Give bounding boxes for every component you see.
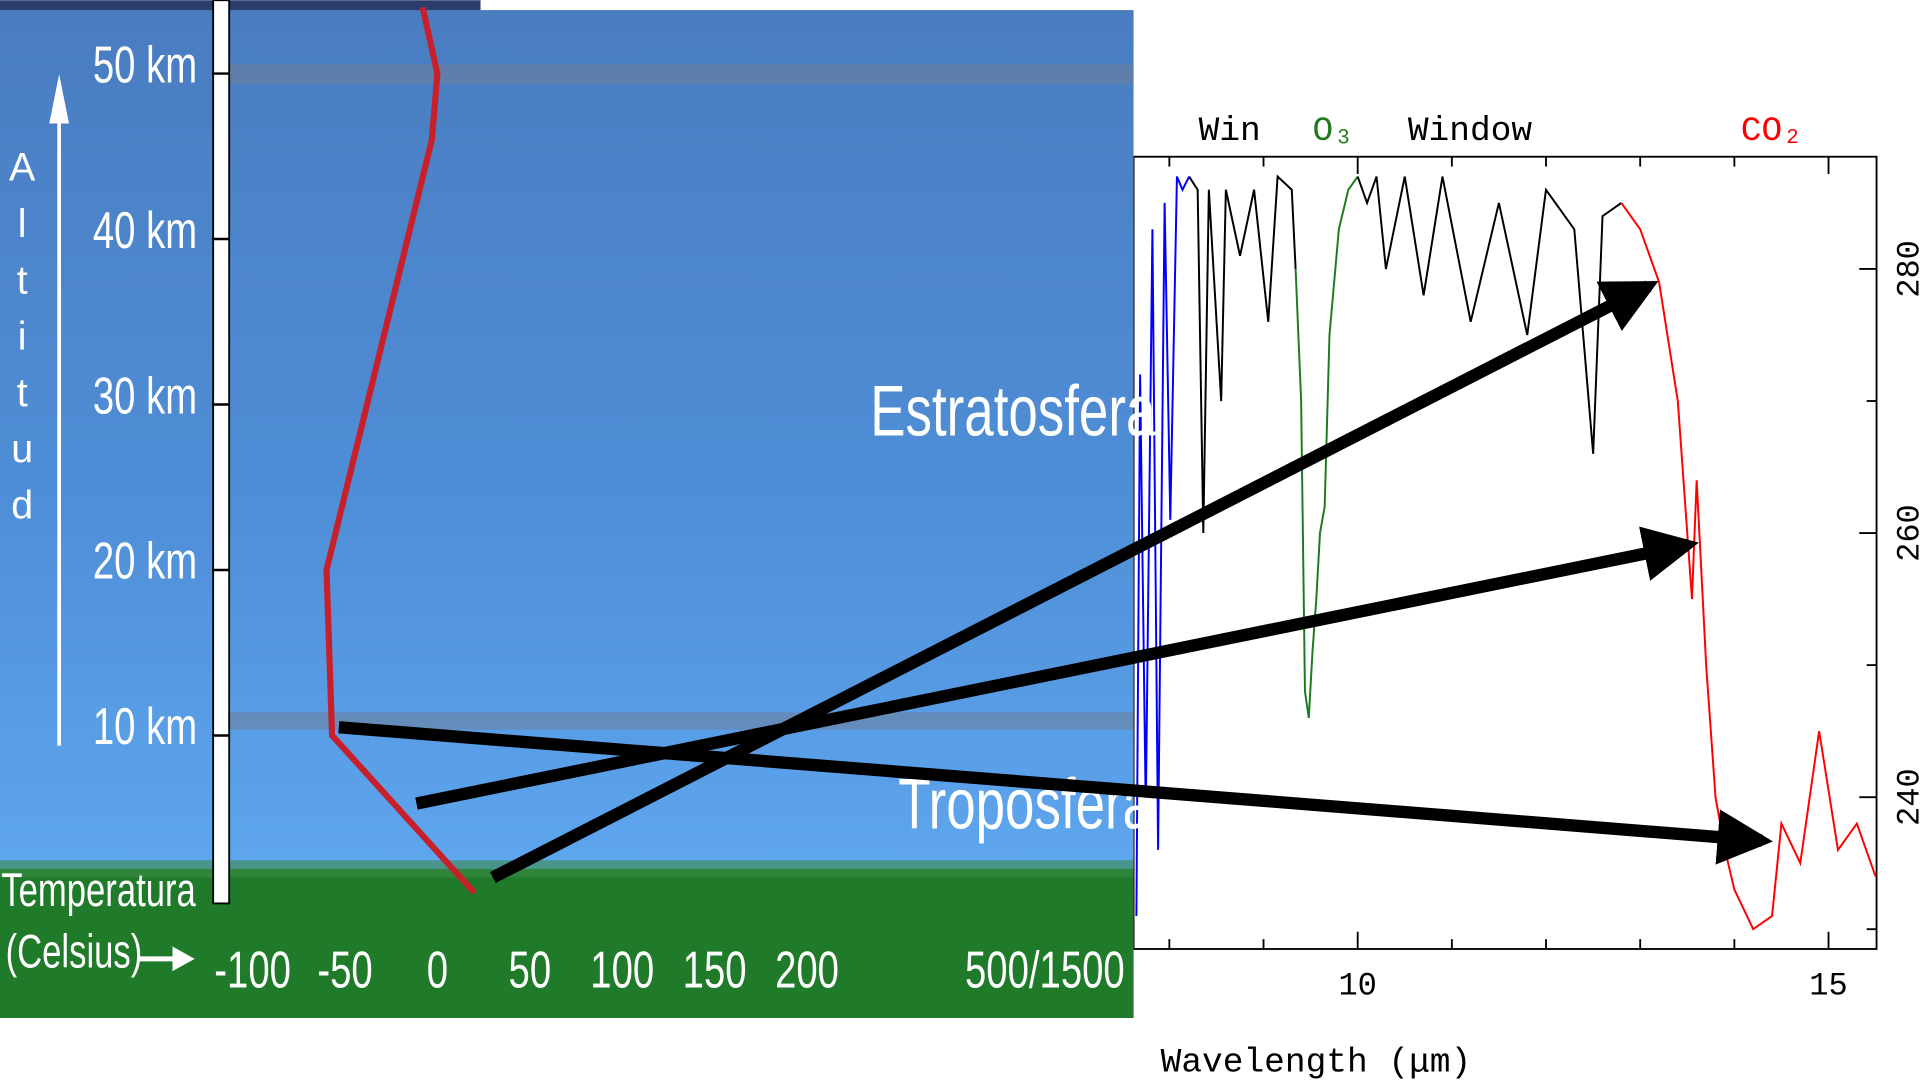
y-tick-label: 20 km: [93, 532, 197, 590]
y-tick-label: 260: [1891, 504, 1928, 562]
annotation: Estratosfera: [870, 372, 1155, 452]
stratopause-band: [227, 64, 1134, 85]
spectrum-line: [1356, 176, 1622, 454]
temp-arrowhead: [172, 946, 195, 972]
band-label: O₃: [1312, 112, 1353, 151]
x-tick-label: 10: [1338, 967, 1376, 1004]
ground: [0, 868, 1134, 1018]
ground-edge: [0, 860, 1134, 878]
y-tick-label: 240: [1891, 768, 1928, 826]
y-tick-label: 30 km: [93, 367, 197, 425]
x-tick-label: -100: [214, 941, 291, 999]
spectrum-line: [1294, 175, 1359, 719]
band-label: CO₂: [1741, 112, 1803, 151]
sky-background: [0, 10, 1134, 1018]
x-tick-label: -50: [317, 941, 372, 999]
y-tick-label: 10 km: [93, 698, 197, 756]
spectrum-line: [1188, 174, 1297, 534]
photo-strip: [0, 0, 481, 13]
x-axis-label: Wavelength (μm): [1161, 1043, 1472, 1082]
x-tick-label: 100: [590, 941, 654, 999]
arrow: [338, 721, 1774, 865]
altitude-arrowhead: [49, 74, 69, 124]
arrow: [490, 280, 1659, 884]
atmosphere-chart: 10 km 20 km 30 km 40 km 50 km -100 -50 0 50 100 15…: [0, 0, 1155, 1018]
spectrum-chart: 10 15 240 260 280 Win O₃ Window CO₂ Wavelength (μ…: [1132, 112, 1928, 1082]
y-tick-label: 280: [1891, 240, 1928, 298]
y-tick-label: 50 km: [93, 36, 197, 94]
band-label: Window: [1408, 112, 1533, 151]
altitude-bar: [212, 0, 231, 905]
x-axis-label: Temperatura: [1, 864, 196, 916]
arrow: [415, 526, 1699, 810]
annotation: 500/1500: [965, 941, 1125, 999]
y-axis-label: Altitud: [0, 146, 44, 540]
spectrum-line: [1135, 176, 1191, 916]
x-tick-label: 150: [683, 941, 747, 999]
plot-frame: [1132, 155, 1878, 950]
x-tick-label: 200: [775, 941, 839, 999]
y-tick-label: 40 km: [93, 201, 197, 259]
x-tick-label: 15: [1809, 967, 1847, 1004]
tropopause-band: [227, 712, 1134, 730]
x-tick-label: 0: [427, 941, 448, 999]
band-label: Win: [1199, 112, 1261, 151]
x-tick-label: 50: [509, 941, 552, 999]
x-axis-label: (Celsius): [6, 925, 143, 977]
temperature-line: [323, 6, 477, 895]
spectrum-line: [1620, 202, 1877, 931]
arrows: [338, 280, 1774, 884]
